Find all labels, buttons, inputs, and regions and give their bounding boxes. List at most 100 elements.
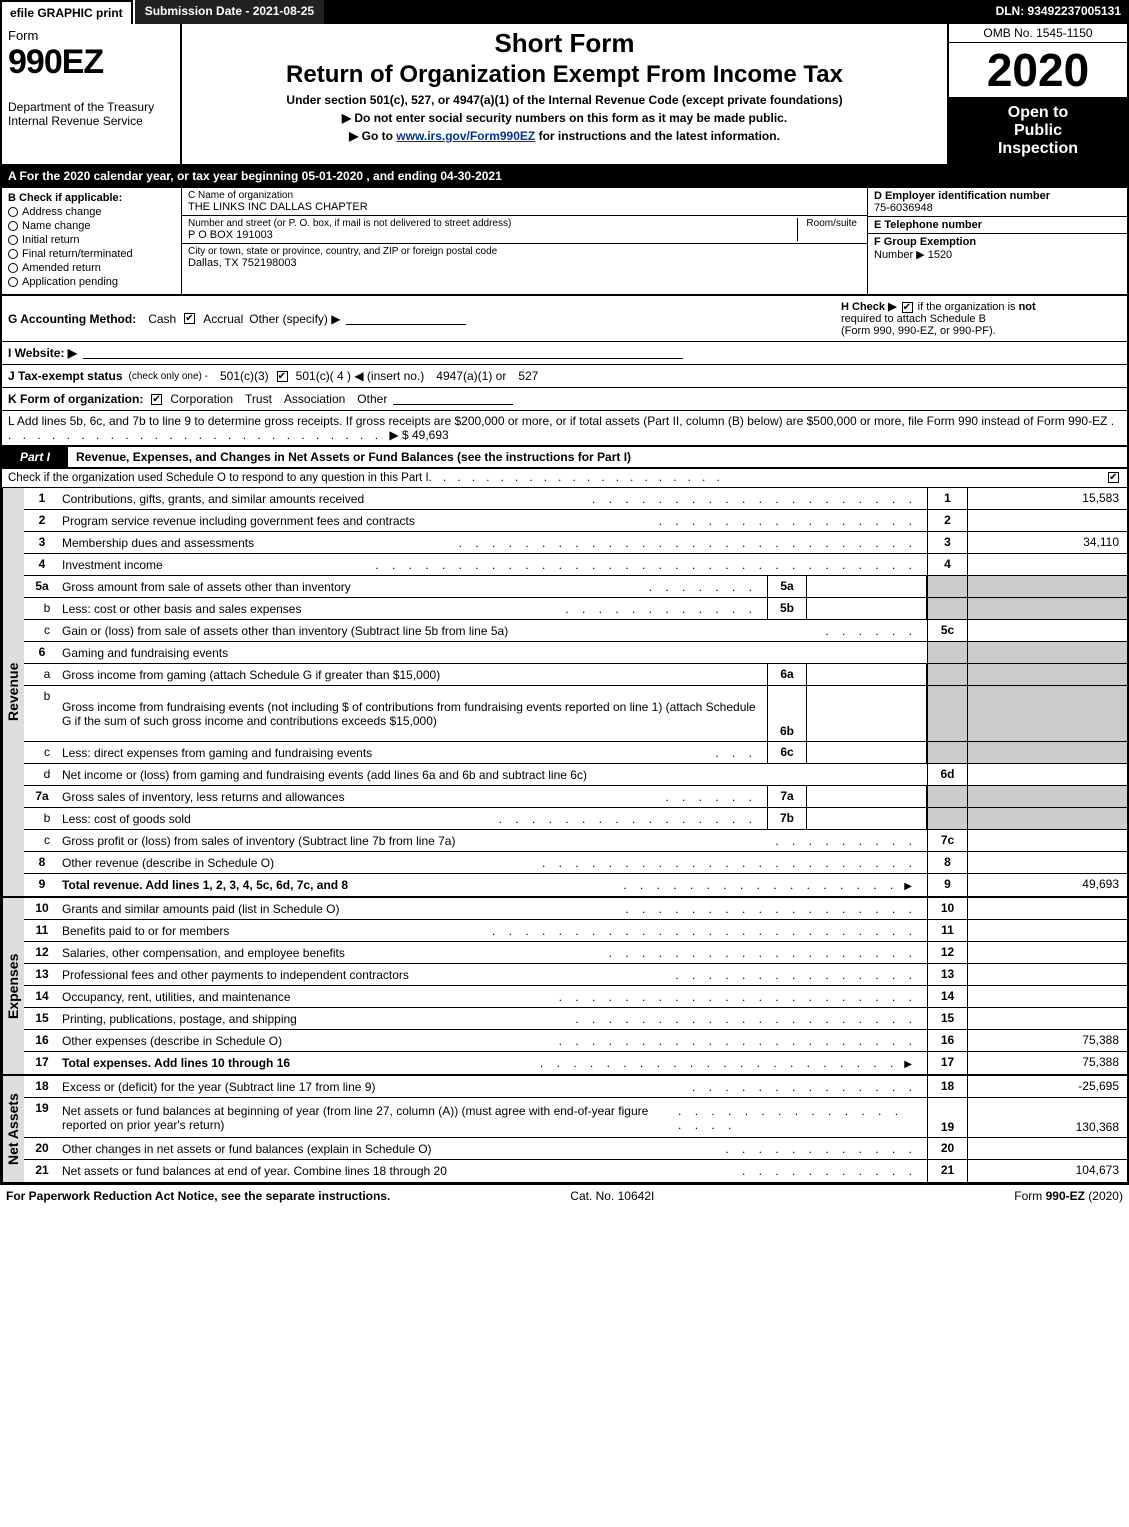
line-3: 3 Membership dues and assessments. . . .…: [24, 532, 1127, 554]
circle-icon: [8, 249, 18, 259]
city-cell: City or town, state or province, country…: [182, 244, 867, 271]
street-value: P O BOX 191003: [188, 229, 861, 241]
part-1-title: Revenue, Expenses, and Changes in Net As…: [68, 447, 1127, 467]
ln-desc: Net assets or fund balances at end of ye…: [60, 1160, 927, 1182]
form-word: Form: [8, 28, 174, 43]
ln-num: 16: [24, 1030, 60, 1051]
ln-box: 1: [927, 488, 967, 509]
ln-text: Contributions, gifts, grants, and simila…: [62, 492, 364, 506]
id-mid-column: C Name of organization THE LINKS INC DAL…: [182, 188, 867, 294]
checkbox-corp-icon[interactable]: [151, 394, 162, 405]
ln-num: 21: [24, 1160, 60, 1182]
ln-text: Net income or (loss) from gaming and fun…: [62, 768, 587, 782]
opt-application-pending-label: Application pending: [22, 276, 118, 288]
ln-sub-col: 6b: [767, 686, 807, 741]
expenses-vertical-label: Expenses: [2, 898, 24, 1074]
ln-box: 19: [927, 1098, 967, 1137]
dots-leader: . . . . . . . . . . . . . . . . . . . . …: [429, 472, 724, 484]
dots-leader: . . . . . . . . . . . . . . . . . . . . …: [559, 990, 923, 1004]
opt-initial-return[interactable]: Initial return: [8, 234, 175, 246]
circle-icon: [8, 263, 18, 273]
ln-desc: Grants and similar amounts paid (list in…: [60, 898, 927, 919]
opt-address-change[interactable]: Address change: [8, 206, 175, 218]
ln-box: 21: [927, 1160, 967, 1182]
id-right-column: D Employer identification number 75-6036…: [867, 188, 1127, 294]
website-blank[interactable]: [83, 347, 683, 359]
dots-leader: . . . . . . . . . . . . . . . . . . . . …: [559, 1034, 923, 1048]
ln-val-shade: [967, 786, 1127, 807]
ln-text: Gross sales of inventory, less returns a…: [62, 790, 345, 804]
department-line1: Department of the Treasury: [8, 100, 174, 114]
checkbox-501c4-icon[interactable]: [277, 371, 288, 382]
dots-leader: . . . . . . . . . . . .: [565, 602, 763, 616]
ln-box: 10: [927, 898, 967, 919]
opt-final-return[interactable]: Final return/terminated: [8, 248, 175, 260]
ln-box: 4: [927, 554, 967, 575]
header-mid: Short Form Return of Organization Exempt…: [182, 24, 947, 164]
ln-desc: Investment income. . . . . . . . . . . .…: [60, 554, 927, 575]
ln-sub-val: [807, 686, 927, 741]
h-text1: if the organization is: [918, 301, 1019, 313]
line-5c: c Gain or (loss) from sale of assets oth…: [24, 620, 1127, 642]
ln-text: Grants and similar amounts paid (list in…: [62, 902, 339, 916]
line-21: 21 Net assets or fund balances at end of…: [24, 1160, 1127, 1182]
line-16: 16 Other expenses (describe in Schedule …: [24, 1030, 1127, 1052]
ln-text: Gross profit or (loss) from sales of inv…: [62, 834, 455, 848]
ln-desc: Less: cost or other basis and sales expe…: [60, 598, 767, 619]
line-2: 2 Program service revenue including gove…: [24, 510, 1127, 532]
efile-print-button[interactable]: efile GRAPHIC print: [0, 0, 133, 24]
ln-val: 15,583: [967, 488, 1127, 509]
ln-val-shade: [967, 686, 1127, 741]
checkbox-h-icon[interactable]: [902, 302, 913, 313]
ln-desc: Program service revenue including govern…: [60, 510, 927, 531]
revenue-vertical-label: Revenue: [2, 488, 24, 896]
opt-application-pending[interactable]: Application pending: [8, 276, 175, 288]
opt-name-change[interactable]: Name change: [8, 220, 175, 232]
h-text3: (Form 990, 990-EZ, or 990-PF).: [841, 325, 996, 337]
ln-text: Gross income from fundraising events (no…: [62, 700, 763, 728]
line-6: 6 Gaming and fundraising events: [24, 642, 1127, 664]
checkbox-accrual-icon[interactable]: [184, 313, 195, 324]
g-cash: Cash: [148, 312, 176, 326]
topbar-spacer: [324, 0, 987, 24]
street-label: Number and street (or P. O. box, if mail…: [188, 218, 861, 229]
opt-amended-return[interactable]: Amended return: [8, 262, 175, 274]
line-14: 14 Occupancy, rent, utilities, and maint…: [24, 986, 1127, 1008]
check-boxes-b: B Check if applicable: Address change Na…: [2, 188, 182, 294]
ln-num: c: [24, 830, 60, 851]
ln-num: 1: [24, 488, 60, 509]
ln-num: 5a: [24, 576, 60, 597]
dots-leader: . . .: [715, 746, 763, 760]
ln-num: 18: [24, 1076, 60, 1097]
ln-desc: Total expenses. Add lines 10 through 16.…: [60, 1052, 927, 1074]
inspection-label: Inspection: [953, 140, 1123, 158]
i-label: I Website: ▶: [8, 346, 77, 360]
k-other-blank[interactable]: [393, 393, 513, 405]
line-7a: 7a Gross sales of inventory, less return…: [24, 786, 1127, 808]
k-label: K Form of organization:: [8, 392, 143, 406]
irs-link[interactable]: www.irs.gov/Form990EZ: [396, 129, 535, 143]
ln-desc: Excess or (deficit) for the year (Subtra…: [60, 1076, 927, 1097]
c-label: C Name of organization: [188, 190, 861, 201]
ln-sub-col: 7b: [767, 808, 807, 829]
ln-sub-val: [807, 742, 927, 763]
g-other-blank[interactable]: [346, 313, 466, 325]
ln-num: a: [24, 664, 60, 685]
ln-text: Total expenses. Add lines 10 through 16: [62, 1056, 290, 1070]
line-7c: c Gross profit or (loss) from sales of i…: [24, 830, 1127, 852]
g-label: G Accounting Method:: [8, 312, 136, 326]
j-label: J Tax-exempt status: [8, 369, 123, 383]
ln-desc: Net income or (loss) from gaming and fun…: [60, 764, 927, 785]
checkbox-schedule-o-icon[interactable]: [1108, 472, 1119, 483]
ln-text: Less: direct expenses from gaming and fu…: [62, 746, 372, 760]
part-1-check-note: Check if the organization used Schedule …: [0, 469, 1129, 488]
ln-text: Professional fees and other payments to …: [62, 968, 409, 982]
k-association: Association: [284, 392, 345, 406]
circle-icon: [8, 277, 18, 287]
line-4: 4 Investment income. . . . . . . . . . .…: [24, 554, 1127, 576]
form-header: Form 990EZ Department of the Treasury In…: [0, 24, 1129, 166]
ln-val: 130,368: [967, 1098, 1127, 1137]
part-1-check-text: Check if the organization used Schedule …: [8, 472, 429, 484]
ln-text: Net assets or fund balances at end of ye…: [62, 1164, 447, 1178]
ln-text: Membership dues and assessments: [62, 536, 254, 550]
